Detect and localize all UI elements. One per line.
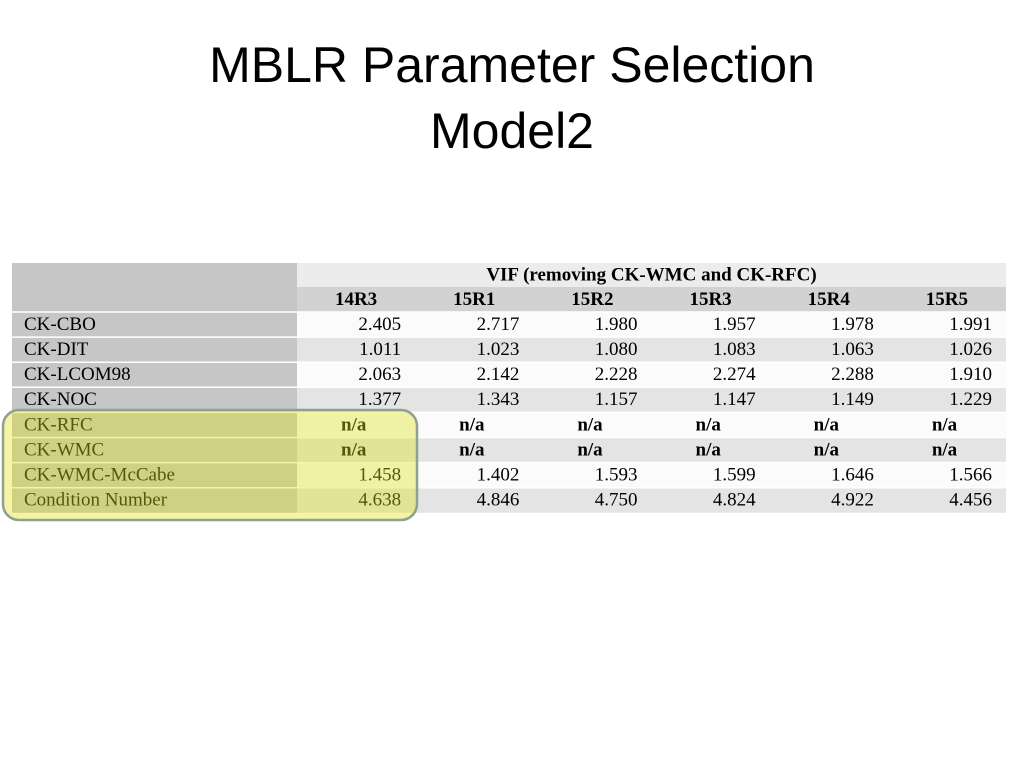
row-bg: [297, 312, 1006, 338]
cell-value: 1.957: [713, 314, 756, 335]
row-label-bg: [12, 337, 297, 363]
group-header-bg: [297, 263, 1006, 287]
column-header: 15R5: [926, 289, 968, 310]
cell-value: n/a: [341, 439, 367, 460]
cell-value: 4.638: [358, 490, 401, 511]
row-bg: [297, 437, 1006, 463]
cell-value: 2.228: [595, 364, 638, 385]
row-label-bg: [12, 412, 297, 438]
cell-value: 1.599: [713, 465, 756, 486]
row-label-bg: [12, 487, 297, 513]
cell-value: n/a: [577, 414, 603, 435]
cell-value: 1.910: [949, 364, 992, 385]
table: VIF (removing CK-WMC and CK-RFC) 14R3 15R1…: [12, 263, 1006, 513]
row-bg: [297, 462, 1006, 488]
cell-value: n/a: [814, 414, 840, 435]
cell-value: 1.011: [359, 339, 401, 360]
row-label: CK-WMC: [24, 439, 104, 460]
row-label: Condition Number: [24, 490, 168, 511]
column-header: 15R1: [453, 289, 495, 310]
row-label: CK-NOC: [24, 389, 97, 410]
cell-value: 1.978: [831, 314, 874, 335]
cell-value: 1.458: [358, 465, 401, 486]
row-label: CK-DIT: [24, 339, 89, 360]
cell-value: 4.750: [595, 490, 638, 511]
cell-value: n/a: [932, 439, 958, 460]
row-label: CK-LCOM98: [24, 364, 131, 385]
row-bg: [297, 337, 1006, 363]
column-header: 15R4: [808, 289, 851, 310]
cell-value: 2.274: [713, 364, 756, 385]
column-header: 14R3: [335, 289, 377, 310]
cell-value: n/a: [932, 414, 958, 435]
cell-value: n/a: [696, 414, 722, 435]
row-label-bg: [12, 437, 297, 463]
cell-value: 1.080: [595, 339, 638, 360]
cell-value: n/a: [577, 439, 603, 460]
cell-value: n/a: [459, 439, 485, 460]
cell-value: 2.717: [477, 314, 520, 335]
cell-value: n/a: [814, 439, 840, 460]
cell-value: 4.846: [477, 490, 520, 511]
row-bg: [297, 362, 1006, 388]
cell-value: 1.149: [831, 389, 874, 410]
cell-value: 1.026: [949, 339, 992, 360]
cell-value: 1.083: [713, 339, 756, 360]
highlight: [1, 408, 419, 522]
row-label: CK-CBO: [24, 314, 96, 335]
cell-value: 4.456: [949, 490, 992, 511]
cell-value: 1.343: [477, 389, 520, 410]
row-bg: [297, 387, 1006, 413]
cell-value: n/a: [341, 414, 367, 435]
cell-value: 2.142: [477, 364, 520, 385]
column-header-bg: [297, 287, 1006, 312]
cell-value: 1.991: [949, 314, 992, 335]
cell-value: 4.922: [831, 490, 874, 511]
cell-value: 1.566: [949, 465, 992, 486]
cell-value: n/a: [459, 414, 485, 435]
cell-value: n/a: [696, 439, 722, 460]
row-label-bg: [12, 387, 297, 413]
title-line: MBLR Parameter Selection: [209, 37, 815, 93]
cell-value: 4.824: [713, 490, 756, 511]
cell-value: 1.023: [477, 339, 520, 360]
cell-value: 1.980: [595, 314, 638, 335]
group-header: VIF (removing CK-WMC and CK-RFC): [486, 264, 816, 285]
title-line: Model2: [430, 103, 594, 159]
cell-value: 2.288: [831, 364, 874, 385]
header-corner: [12, 263, 297, 312]
row-label: CK-WMC-McCabe: [24, 465, 175, 486]
cell-value: 1.063: [831, 339, 874, 360]
cell-value: 2.405: [358, 314, 401, 335]
cell-value: 2.063: [358, 364, 401, 385]
column-header: 15R3: [689, 289, 731, 310]
row-label-bg: [12, 462, 297, 488]
cell-value: 1.402: [477, 465, 520, 486]
cell-value: 1.147: [713, 389, 756, 410]
cell-value: 1.229: [949, 389, 992, 410]
cell-value: 1.157: [595, 389, 638, 410]
cell-value: 1.377: [358, 389, 401, 410]
cell-value: 1.646: [831, 465, 874, 486]
row-label-bg: [12, 362, 297, 388]
column-header: 15R2: [571, 289, 613, 310]
row-label: CK-RFC: [24, 414, 93, 435]
row-label-bg: [12, 312, 297, 338]
cell-value: 1.593: [595, 465, 638, 486]
